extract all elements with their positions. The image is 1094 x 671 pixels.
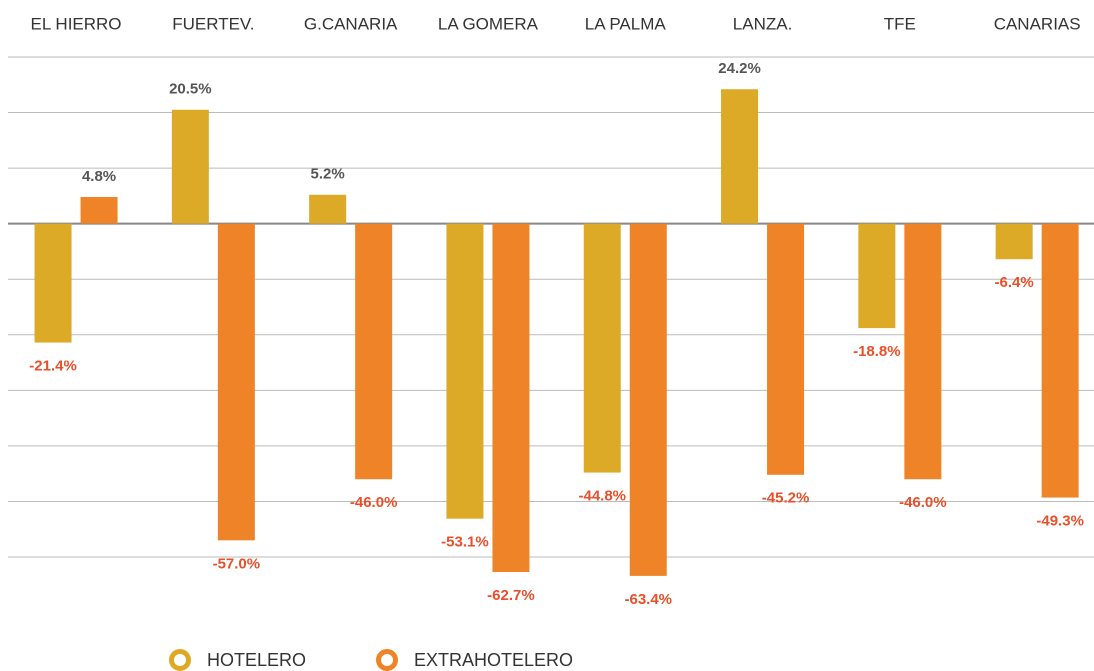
legend-label: HOTELERO [207, 650, 306, 670]
data-label: -6.4% [995, 274, 1034, 291]
x-category-label: TFE [884, 14, 916, 33]
bar [34, 223, 72, 343]
x-category-label: LA GOMERA [438, 14, 539, 33]
bar [721, 89, 759, 224]
x-category-label: LA PALMA [585, 14, 667, 33]
bar [355, 223, 393, 480]
bar [309, 194, 347, 224]
bar [995, 223, 1033, 260]
data-label: -49.3% [1036, 513, 1084, 530]
data-label: 4.8% [82, 168, 116, 185]
bar [492, 223, 530, 572]
x-category-label: EL HIERRO [31, 14, 122, 33]
data-label: 5.2% [311, 166, 345, 183]
legend-label: EXTRAHOTELERO [414, 650, 573, 670]
x-category-label: CANARIAS [994, 14, 1081, 33]
legend-marker [376, 649, 398, 671]
data-label: -46.0% [350, 494, 398, 511]
data-label: -57.0% [213, 555, 261, 572]
x-category-label: G.CANARIA [304, 14, 398, 33]
data-label: -44.8% [578, 488, 626, 505]
bar [904, 223, 942, 480]
bar [171, 109, 209, 224]
data-label: -53.1% [441, 534, 489, 551]
x-category-label: FUERTEV. [172, 14, 254, 33]
data-label: -46.0% [899, 494, 947, 511]
bar [629, 223, 667, 576]
bar [446, 223, 484, 519]
data-label: 24.2% [718, 60, 761, 77]
bar [583, 223, 621, 473]
x-category-label: LANZA. [733, 14, 793, 33]
bar [80, 197, 118, 224]
bar [767, 223, 805, 475]
data-label: -18.8% [853, 343, 901, 360]
data-label: 20.5% [169, 81, 212, 98]
data-label: -21.4% [29, 358, 77, 375]
legend-marker [169, 649, 191, 671]
data-label: -62.7% [487, 587, 535, 604]
bar [217, 223, 255, 541]
data-label: -45.2% [762, 490, 810, 507]
bar [1041, 223, 1079, 498]
data-label: -63.4% [624, 591, 672, 608]
bar [858, 223, 896, 329]
